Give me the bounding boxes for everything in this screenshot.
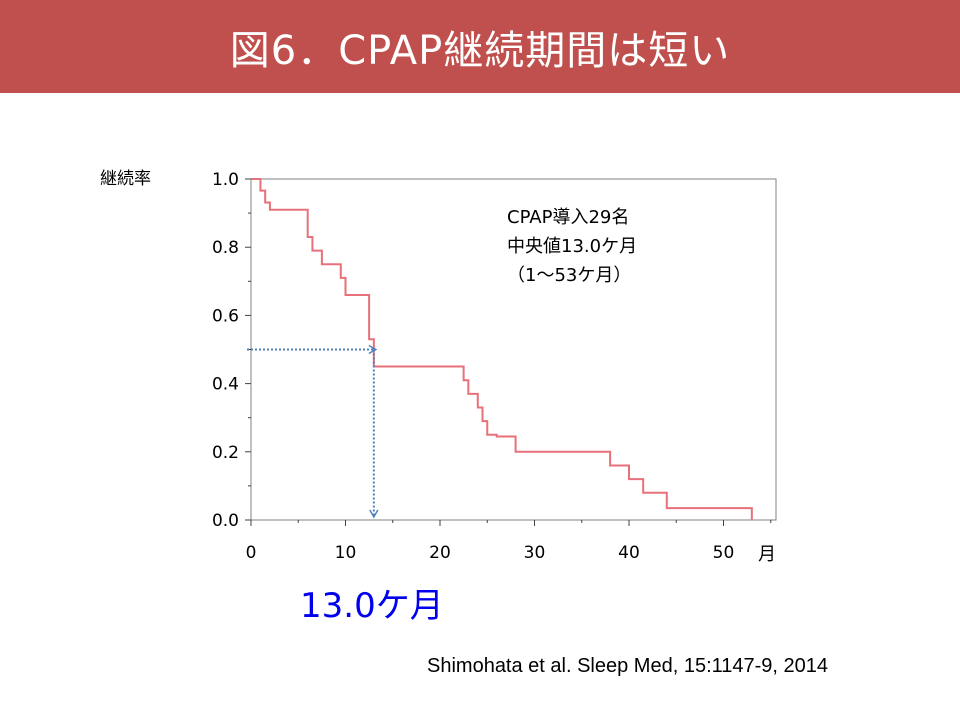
x-tick-label: 0 [246, 543, 257, 563]
page-title: 図6．CPAP継続期間は短い [229, 27, 731, 74]
y-axis-label: 継続率 [100, 169, 151, 189]
annotation-line-patients: CPAP導入29名 [507, 207, 630, 228]
annotation-box: CPAP導入29名 中央値13.0ケ月 （1〜53ケ月） [507, 203, 637, 290]
y-tick-label: 1.0 [212, 170, 239, 190]
x-axis-label: 月 [758, 544, 776, 565]
x-tick-label: 30 [524, 543, 546, 563]
x-tick-label: 40 [618, 543, 640, 563]
median-callout: 13.0ケ月 [300, 586, 444, 626]
title-banner: 図6．CPAP継続期間は短い [0, 0, 960, 93]
citation: Shimohata et al. Sleep Med, 15:1147-9, 2… [427, 655, 829, 677]
x-tick-label: 20 [429, 543, 451, 563]
y-tick-label: 0.4 [212, 375, 239, 395]
x-tick-label: 50 [713, 543, 735, 563]
annotation-line-median: 中央値13.0ケ月 [507, 236, 638, 257]
y-tick-label: 0.0 [212, 511, 239, 531]
survival-step-line [251, 178, 753, 520]
y-tick-label: 0.8 [212, 238, 239, 258]
x-tick-label: 10 [335, 543, 357, 563]
annotation-line-range: （1〜53ケ月） [507, 265, 632, 286]
y-tick-label: 0.6 [212, 306, 239, 326]
y-tick-label: 0.2 [212, 443, 239, 463]
